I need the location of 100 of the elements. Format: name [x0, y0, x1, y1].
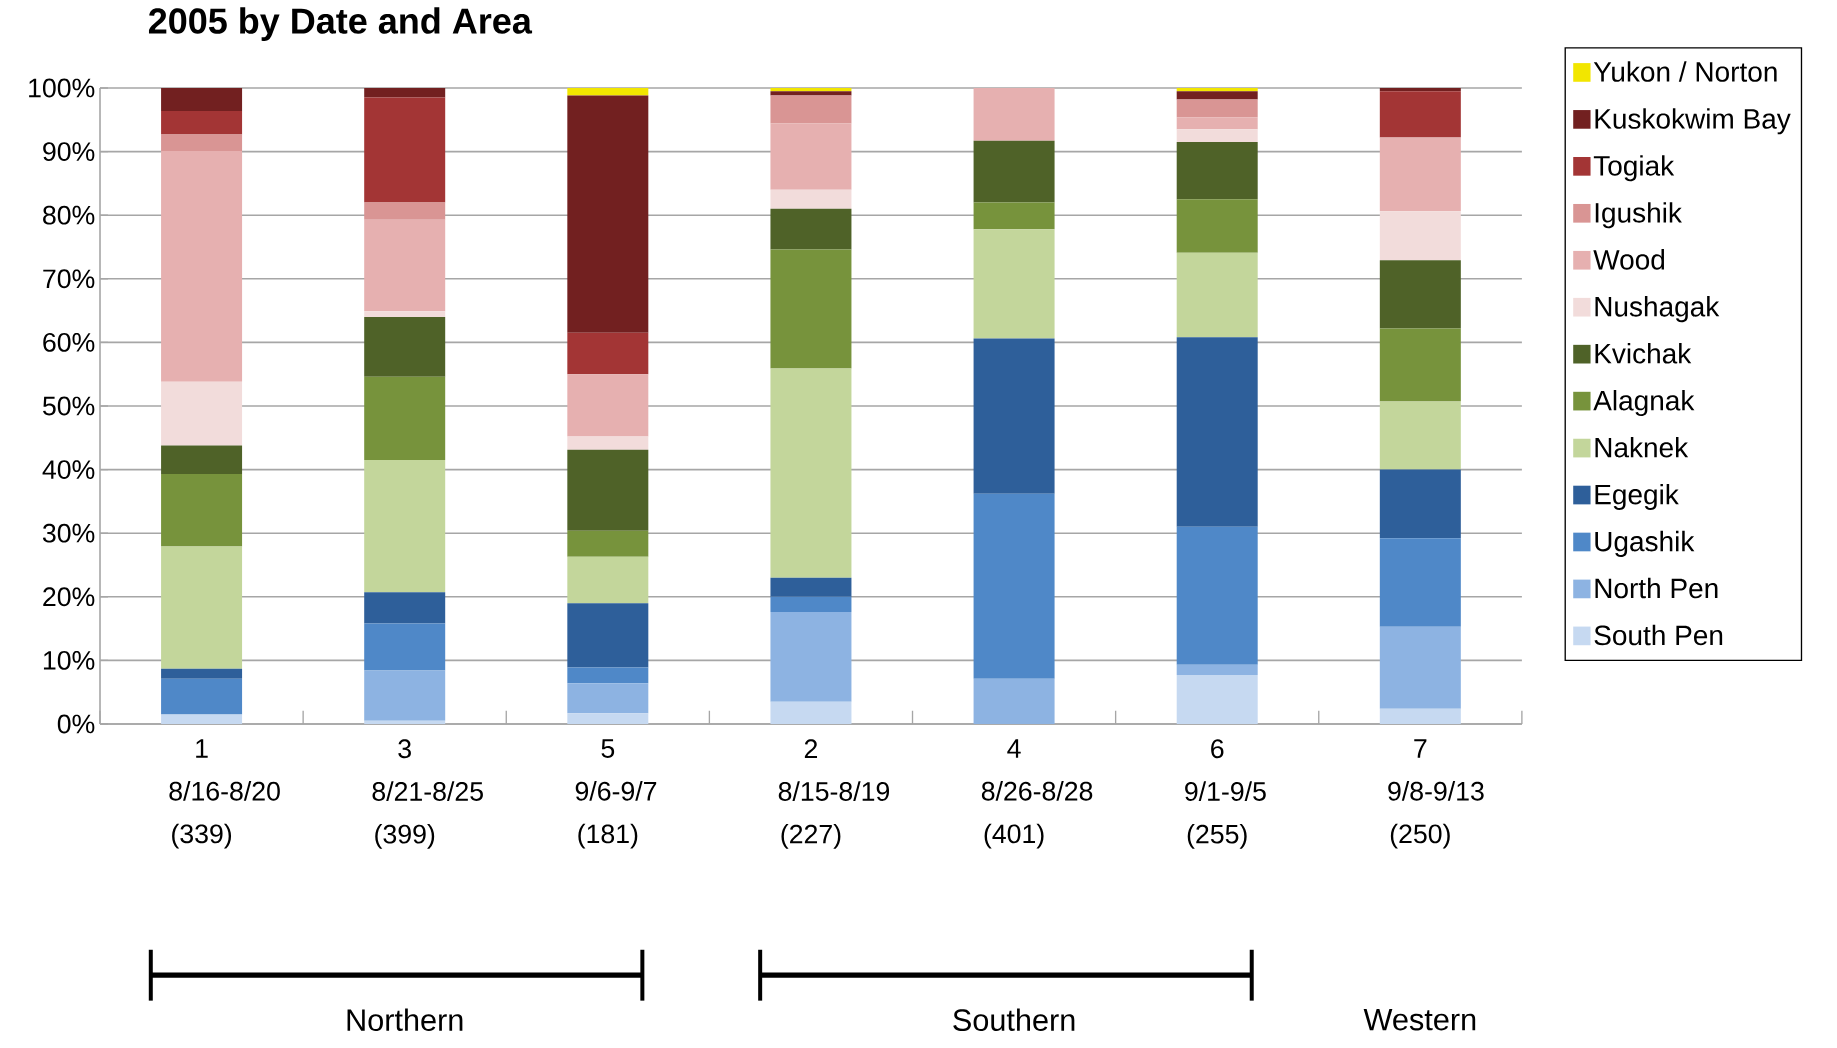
bar — [770, 208, 852, 250]
bar — [364, 219, 446, 312]
x-tick-label: 7 9/8-9/13 (250) — [1388, 739, 1484, 849]
bar — [161, 668, 243, 679]
bar — [567, 374, 649, 437]
bar — [364, 720, 446, 724]
y-tick-label: 20% — [43, 587, 95, 607]
bar — [770, 701, 852, 724]
legend-label: Ugashik — [1595, 530, 1695, 557]
text: Southern — [953, 1008, 1075, 1031]
bar — [1379, 469, 1461, 539]
legend-label: Naknek — [1595, 436, 1689, 458]
bar — [161, 110, 243, 135]
bar — [567, 332, 649, 375]
bar — [973, 202, 1055, 230]
bar — [1176, 117, 1258, 130]
bar — [1379, 137, 1461, 212]
bar — [364, 97, 446, 203]
x-tick-label: 2 8/15-8/19 (227) — [778, 739, 890, 849]
bar — [973, 140, 1055, 203]
legend-label: Kuskokwim Bay — [1595, 108, 1791, 135]
bar — [770, 123, 852, 190]
y-tick-label: 80% — [43, 205, 95, 225]
bar — [770, 189, 852, 209]
bar — [161, 381, 243, 446]
bar — [1379, 708, 1461, 724]
bar — [1176, 526, 1258, 665]
bar — [1176, 99, 1258, 118]
y-tick-label: 90% — [43, 142, 95, 162]
bar — [364, 202, 446, 220]
legend-label: Nushagak — [1595, 296, 1720, 323]
legend-label: Alagnak — [1593, 389, 1695, 417]
y-tick-label: 10% — [43, 650, 95, 670]
bar — [1379, 91, 1461, 138]
bar — [567, 683, 649, 714]
bar — [567, 556, 649, 604]
bar — [1176, 142, 1258, 200]
bar — [161, 546, 243, 669]
bar — [770, 368, 852, 578]
bar — [567, 449, 649, 531]
bar — [161, 678, 243, 715]
y-tick-label: 40% — [42, 460, 95, 480]
bar — [364, 460, 446, 593]
bar — [161, 445, 243, 475]
bar — [973, 338, 1055, 494]
legend-label: Wood — [1593, 249, 1665, 270]
bar — [1379, 401, 1461, 470]
bar — [1176, 129, 1258, 143]
bar — [161, 150, 243, 382]
bar — [567, 530, 649, 557]
bar — [567, 95, 649, 333]
text: Western — [1363, 1009, 1476, 1031]
x-tick-label: 4 8/26-8/28 (401) — [981, 739, 1093, 849]
bar — [161, 87, 243, 111]
bar — [973, 493, 1055, 679]
legend-label: Igushik — [1595, 202, 1682, 229]
bar — [1379, 211, 1461, 261]
bar — [567, 667, 649, 684]
bar — [1176, 675, 1258, 724]
bar — [1379, 87, 1461, 92]
x-tick-label: 1 8/16-8/20 (339) — [169, 739, 280, 849]
x-tick-label: 6 9/1-9/5 (255) — [1185, 739, 1266, 849]
bar — [364, 316, 446, 377]
bar — [973, 229, 1055, 339]
bar — [567, 713, 649, 724]
bar — [1176, 87, 1258, 92]
y-tick-label: 70% — [43, 269, 95, 289]
legend-label: Egegik — [1595, 483, 1679, 510]
y-tick-label: 60% — [43, 332, 95, 352]
bar — [1379, 626, 1461, 709]
bar — [161, 714, 243, 724]
bar — [770, 249, 852, 369]
bar — [364, 623, 446, 671]
bar — [1176, 252, 1258, 338]
bar — [770, 95, 852, 124]
bar — [567, 603, 649, 668]
bar — [364, 670, 446, 721]
bar — [770, 596, 852, 613]
bar — [973, 678, 1055, 724]
bar — [161, 474, 243, 547]
bar — [161, 134, 243, 151]
bar — [364, 376, 446, 461]
legend-label: South Pen — [1594, 624, 1723, 646]
y-tick-label: 0% — [57, 714, 95, 734]
text: Northern — [347, 1008, 463, 1031]
legend-label: North Pen — [1595, 577, 1718, 599]
bar — [567, 87, 649, 96]
bar — [770, 612, 852, 702]
bar — [364, 592, 446, 624]
chart-title: 2005 by Date and Area — [148, 7, 533, 41]
bar — [1379, 328, 1461, 402]
bar — [1176, 199, 1258, 253]
bar — [1176, 664, 1258, 676]
y-tick-label: 50% — [42, 396, 95, 416]
legend-label: Togiak — [1593, 155, 1675, 182]
bar — [770, 87, 852, 92]
bar — [770, 91, 852, 96]
x-tick-label: 5 9/6-9/7 (181) — [575, 739, 657, 849]
y-tick-label: 30% — [42, 523, 95, 543]
bar — [973, 87, 1055, 141]
